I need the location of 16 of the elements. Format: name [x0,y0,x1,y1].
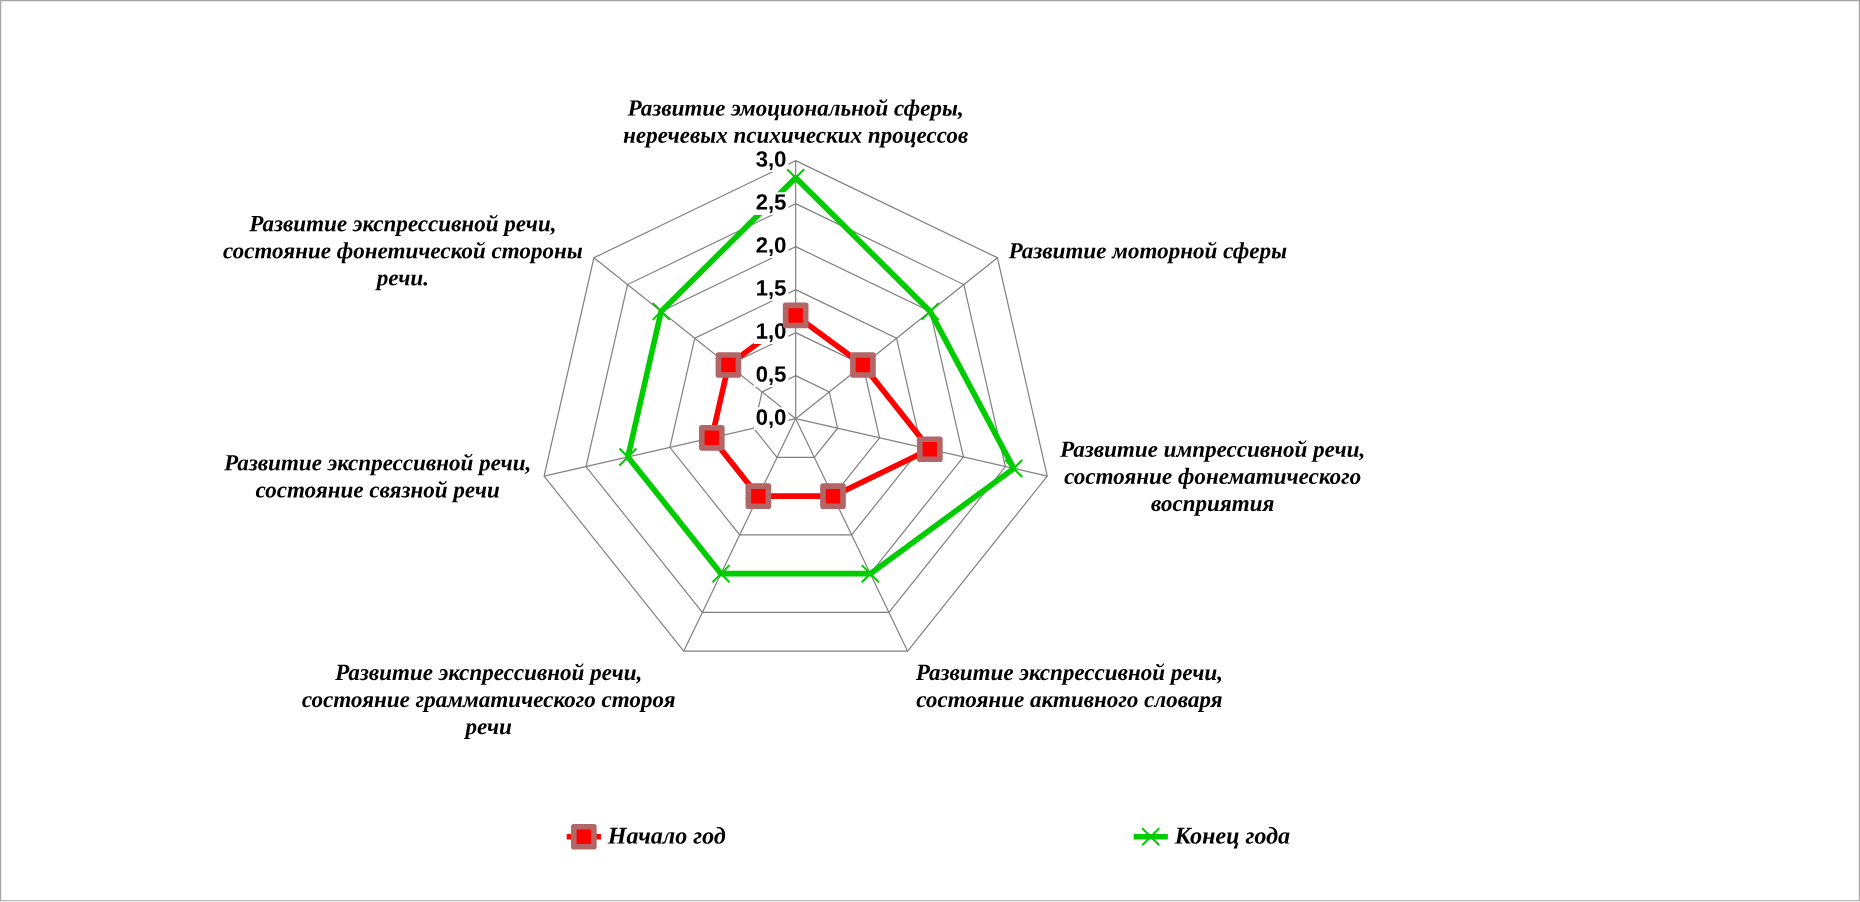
spoke-label: Развитие экспрессивной речи, состояние фонетической стороны речи. [223,214,583,291]
y-tick-label: 2,0 [756,237,786,257]
y-tick-label: 1,5 [757,280,786,300]
y-tick-label: 0,5 [756,366,786,386]
spoke-label: Развитие экспрессивной речи, состояние активного словаря [915,663,1222,713]
spoke-label: Развитие эмоциональной сферы, неречевых психических процессов [623,99,968,148]
y-tick-label: 2,5 [756,194,786,214]
y-tick-label: 1,0 [757,323,786,343]
legend-label: Начало год [607,827,726,845]
spoke-label: Развитие моторной сферы [1008,241,1287,264]
legend-label: Конец года [1174,827,1290,849]
spoke-label: Развитие экспрессивной речи, состояние связной речи [224,453,530,503]
spoke-label: Развитие экспрессивной речи, состояние грамматического стороя речи [302,663,675,740]
y-tick-label: 0,0 [756,409,786,429]
spoke-label: Развитие импрессивной речи, состояние фонематического восприятия [1060,440,1364,517]
y-tick-label: 3,0 [756,151,786,171]
